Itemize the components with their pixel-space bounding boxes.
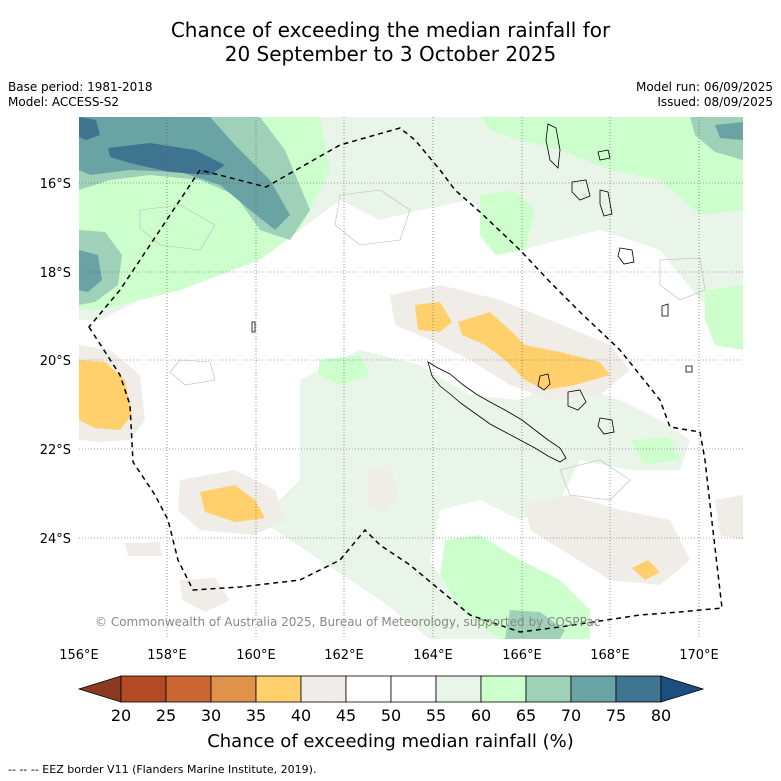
eez-border [88,127,723,633]
wet-region-teal-west-inner [79,250,102,292]
dry-region-light-s [368,465,398,512]
colorbar-tick-label: 25 [156,706,176,725]
dry-region-light-ne [715,495,743,540]
colorbar-tick-label: 75 [606,706,626,725]
colorbar-segment [165,675,212,703]
lon-label: 162°E [324,648,364,663]
gridlines [79,117,743,639]
lat-label: 22°S [40,443,71,458]
loyalty-island-3 [597,417,615,435]
colorbar-tick-label: 20 [111,706,131,725]
vanuatu-island-3 [571,179,591,201]
colorbar-tick-label: 50 [381,706,401,725]
vanuatu-island-4 [599,189,613,217]
wet-region-light-south [260,350,690,639]
base-period: Base period: 1981-2018 [8,80,153,94]
lon-label: 158°E [147,648,187,663]
lat-label: 18°S [40,266,71,281]
small-island-w [251,321,256,333]
dry-region-yellow-se [632,560,660,580]
lat-label: 16°S [40,177,71,192]
lon-label: 160°E [236,648,276,663]
colorbar-tick-label: 40 [291,706,311,725]
wet-region-green-se [630,438,680,465]
wet-region-blue-north [108,143,225,175]
colorbar-segment [345,675,392,703]
issued-date: Issued: 08/09/2025 [657,95,773,109]
colorbar-title: Chance of exceeding median rainfall (%) [207,731,574,752]
colorbar-segment [300,675,347,703]
colorbar-tick-label: 80 [651,706,671,725]
lat-label: 24°S [40,532,71,547]
wet-region-green-south [440,535,590,639]
wet-region-blue-ne [715,122,743,140]
dry-region-light-sw-low [180,578,230,612]
colorbar-tick-label: 30 [201,706,221,725]
colorbar-segment [525,675,572,703]
lat-label: 20°S [40,354,71,369]
dry-region-yellow-south [200,485,265,522]
map-panel [79,117,743,639]
colorbar-segment [120,675,167,703]
lon-label: 156°E [59,648,99,663]
dry-region-yellow-center-w [415,302,452,332]
contour-lines [139,189,706,501]
matthew-island [661,303,669,317]
meta-left: Base period: 1981-2018 Model: ACCESS-S2 [8,80,153,110]
colorbar-segment [615,675,662,703]
lon-label: 168°E [590,648,630,663]
map-title: Chance of exceeding the median rainfall … [0,18,781,66]
coastlines [251,123,693,463]
lat-labels: 16°S 18°S 20°S 22°S 24°S [40,177,71,547]
loyalty-island-2 [567,389,587,411]
dry-region-light-s-low [125,542,162,556]
dry-region-yellow-center [458,312,610,390]
wet-region-green-east [705,285,743,350]
colorbar-extend-high [660,675,705,703]
colorbar-tick-label: 45 [336,706,356,725]
colorbar-tick-label: 65 [516,706,536,725]
colorbar-extend-low [77,675,122,703]
lon-label: 166°E [502,648,542,663]
meta-right: Model run: 06/09/2025 Issued: 08/09/2025 [636,80,773,110]
wet-region-green-center [480,190,535,255]
colorbar-segment [570,675,617,703]
wet-region-green-ne [480,117,743,215]
colorbar-segment [255,675,302,703]
colorbar-tick-label: 35 [246,706,266,725]
model-run: Model run: 06/09/2025 [635,80,773,94]
title-line-1: Chance of exceeding the median rainfall … [170,18,611,42]
colorbar-segment [480,675,527,703]
small-island-e [685,365,693,373]
eez-footnote: -- -- -- EEZ border V11 (Flanders Marine… [8,763,317,776]
colorbar-segment [390,675,437,703]
lon-label: 170°E [679,648,719,663]
wet-region-blue-corner [79,117,100,140]
colorbar: 20 25 30 35 40 45 50 55 60 65 70 75 80 [77,675,705,725]
loyalty-island-1 [537,373,551,391]
colorbar-tick-label: 60 [471,706,491,725]
vanuatu-island-2 [597,149,611,161]
model-name: Model: ACCESS-S2 [8,95,120,109]
colorbar-tick-label: 55 [426,706,446,725]
lon-label: 164°E [413,648,453,663]
lon-labels: 156°E 158°E 160°E 162°E 164°E 166°E 168°… [59,648,719,663]
colorbar-tick-label: 70 [561,706,581,725]
colorbar-segment [210,675,257,703]
colorbar-segment [435,675,482,703]
vanuatu-island-1 [545,123,561,169]
new-caledonia-main-island [427,361,567,463]
dry-region-yellow-west [79,360,132,430]
title-line-2: 20 September to 3 October 2025 [224,42,557,66]
vanuatu-island-5 [617,247,635,265]
copyright-text: © Commonwealth of Australia 2025, Bureau… [95,615,600,629]
